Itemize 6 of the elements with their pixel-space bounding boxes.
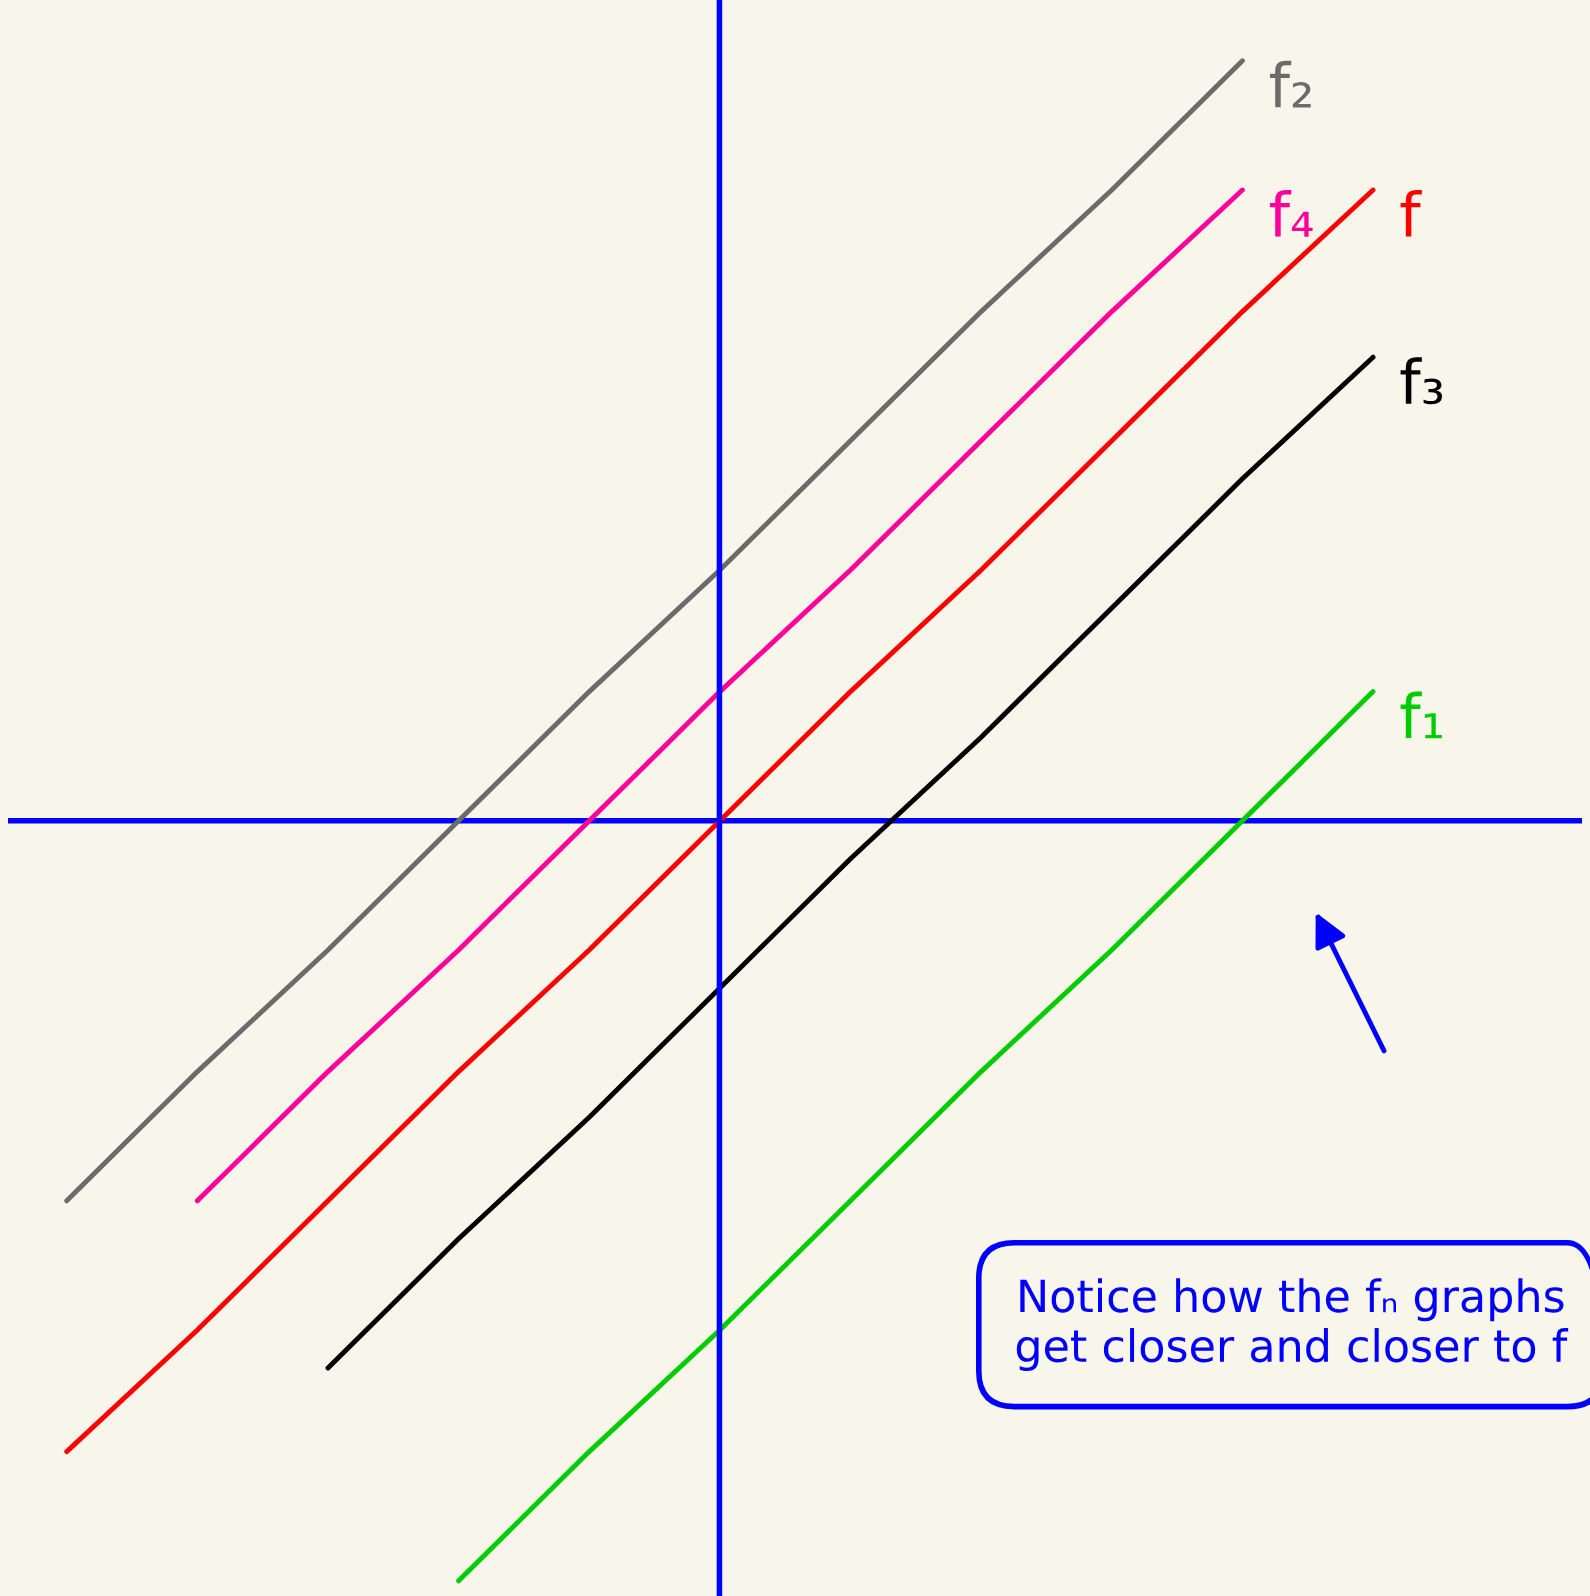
annotation: Notice how the fₙ graphs get closer and closer to f [1016,1278,1569,1372]
series-label: f [1400,190,1422,237]
series-label: f₄ [1269,190,1313,237]
series-label: f₃ [1400,357,1443,405]
series-label: f₁ [1400,691,1442,739]
series-label: f₂ [1269,60,1311,108]
